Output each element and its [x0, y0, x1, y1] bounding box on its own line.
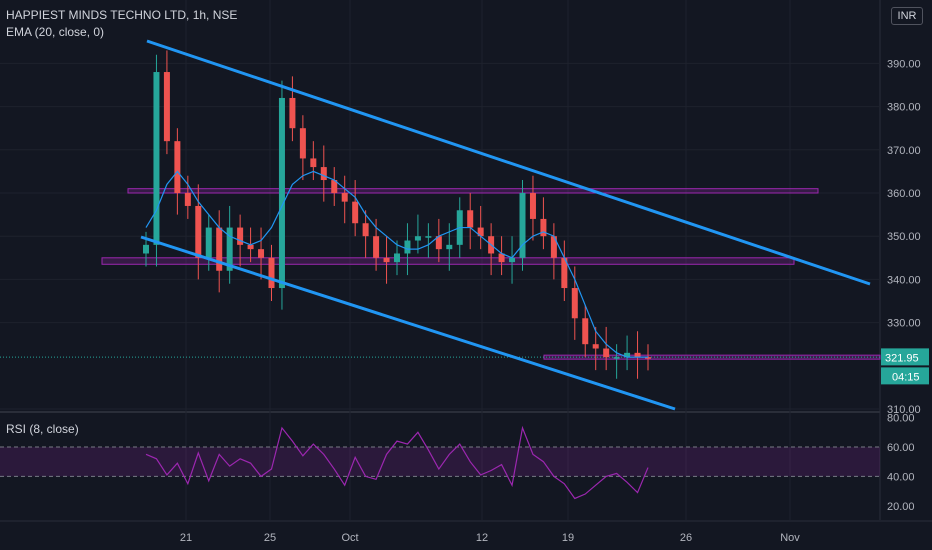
x-tick-label: Oct: [341, 532, 358, 544]
y-tick-label: 310.00: [887, 404, 921, 416]
currency-badge[interactable]: INR: [891, 7, 923, 25]
candle-body: [268, 257, 275, 289]
rsi-band: [0, 447, 880, 477]
x-tick-label: 25: [264, 532, 276, 544]
candle-body: [373, 236, 380, 258]
channel-lower-line: [140, 235, 676, 411]
candle-body: [205, 227, 212, 258]
axes: 390.00 380.00 370.00 360.00 350.00 340.00 330.…: [180, 58, 929, 544]
candle-body: [153, 72, 160, 245]
candle-body: [362, 223, 369, 237]
candle-body: [561, 257, 568, 289]
ema-series: [145, 170, 648, 358]
rsi-tick-label: 80.00: [887, 413, 915, 425]
candle-body: [592, 344, 599, 349]
trend-channel: [140, 39, 871, 411]
candle-body: [529, 193, 536, 219]
candle-body: [258, 249, 265, 258]
candle-body: [582, 318, 589, 345]
chart-title: HAPPIEST MINDS TECHNO LTD, 1h, NSE: [6, 8, 238, 22]
y-tick-label: 340.00: [887, 274, 921, 286]
ema-line: [145, 170, 648, 358]
candle-body: [320, 167, 327, 181]
candle-body: [467, 210, 474, 228]
candle-body: [446, 244, 453, 250]
candle-body: [331, 180, 338, 193]
candle-body: [425, 236, 432, 238]
candle-body: [143, 244, 149, 254]
candle-body: [404, 240, 411, 254]
candle-body: [477, 227, 484, 237]
rsi-tick-label: 20.00: [887, 501, 915, 513]
x-tick-label: 12: [476, 532, 488, 544]
rsi-panel-series: [0, 425, 880, 500]
y-tick-label: 390.00: [887, 58, 921, 70]
candle-body: [435, 236, 442, 250]
candle-body: [216, 227, 223, 271]
candle-body: [299, 128, 306, 159]
candlestick-series: [143, 50, 651, 379]
x-tick-label: 26: [680, 532, 692, 544]
candle-body: [383, 257, 390, 263]
channel-upper-line: [146, 39, 871, 286]
y-tick-label: 380.00: [887, 102, 921, 114]
rsi-legend[interactable]: RSI (8, close): [6, 422, 79, 436]
rsi-tick-label: 60.00: [887, 442, 915, 454]
candle-body: [247, 244, 254, 250]
candle-body: [498, 253, 505, 263]
candle-body: [603, 348, 610, 358]
x-tick-label: 19: [562, 532, 574, 544]
candle-body: [394, 253, 400, 263]
countdown-label: 04:15: [892, 371, 920, 383]
x-tick-label: 21: [180, 532, 192, 544]
candle-body: [237, 227, 244, 245]
candle-body: [341, 193, 348, 202]
last-price-label: 321.95: [885, 352, 919, 364]
candle-body: [352, 201, 359, 224]
candle-body: [289, 97, 296, 129]
candle-body: [163, 72, 170, 142]
y-tick-label: 350.00: [887, 231, 921, 243]
candle-body: [550, 236, 557, 258]
candle-body: [540, 218, 547, 237]
candle-body: [174, 141, 181, 193]
candle-body: [519, 193, 526, 258]
ema-legend[interactable]: EMA (20, close, 0): [6, 25, 105, 39]
rsi-tick-label: 40.00: [887, 471, 915, 483]
candle-body: [195, 205, 202, 258]
zone-rect: [127, 188, 819, 194]
countdown-box: [881, 367, 929, 385]
candle-body: [613, 357, 620, 359]
y-tick-label: 360.00: [887, 188, 921, 200]
x-tick-label: Nov: [780, 532, 800, 544]
candle-body: [310, 158, 317, 168]
candle-body: [414, 236, 421, 241]
y-tick-label: 370.00: [887, 145, 921, 157]
last-price-box: [881, 348, 929, 366]
resistance-zones: [0, 188, 881, 360]
y-tick-label: 330.00: [887, 318, 921, 330]
current-level-zone: [543, 354, 881, 360]
candle-body: [624, 352, 631, 358]
zone-rect: [101, 257, 795, 265]
candle-body: [571, 288, 578, 319]
candle-body: [278, 97, 285, 289]
candle-body: [634, 352, 641, 358]
candle-body: [509, 257, 516, 263]
rsi-line: [145, 425, 649, 500]
candle-body: [645, 357, 651, 359]
candle-body: [226, 227, 233, 271]
candle-body: [184, 193, 191, 206]
